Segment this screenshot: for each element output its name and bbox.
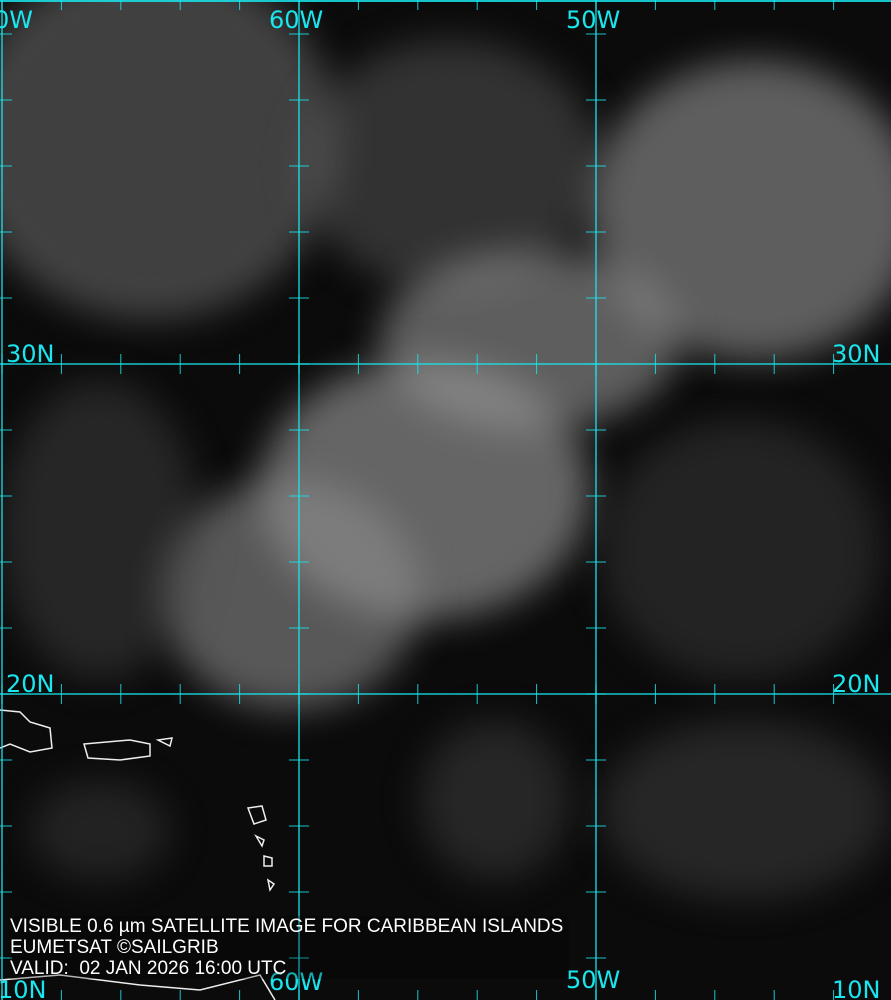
label-top-60w: 60W bbox=[269, 6, 324, 34]
image-caption: VISIBLE 0.6 µm SATELLITE IMAGE FOR CARIB… bbox=[10, 916, 570, 979]
label-bottom-left-10n: 10N bbox=[0, 976, 47, 1000]
caption-valid-time: VALID: 02 JAN 2026 16:00 UTC bbox=[10, 958, 287, 979]
label-left-30n: 30N bbox=[6, 340, 55, 368]
label-top-50w: 50W bbox=[566, 6, 621, 34]
label-bottom-50w: 50W bbox=[566, 966, 621, 994]
label-right-30n: 30N bbox=[832, 340, 881, 368]
label-left-20n: 20N bbox=[6, 670, 55, 698]
label-right-20n: 20N bbox=[832, 670, 881, 698]
coastline bbox=[0, 709, 276, 1000]
label-top-70w: 0W bbox=[0, 6, 33, 34]
label-bottom-right-10n: 10N bbox=[832, 976, 881, 1000]
caption-credit: EUMETSAT ©SAILGRIB bbox=[10, 937, 219, 958]
label-bottom-60w: 60W bbox=[269, 968, 324, 996]
caption-title: VISIBLE 0.6 µm SATELLITE IMAGE FOR CARIB… bbox=[10, 916, 564, 937]
